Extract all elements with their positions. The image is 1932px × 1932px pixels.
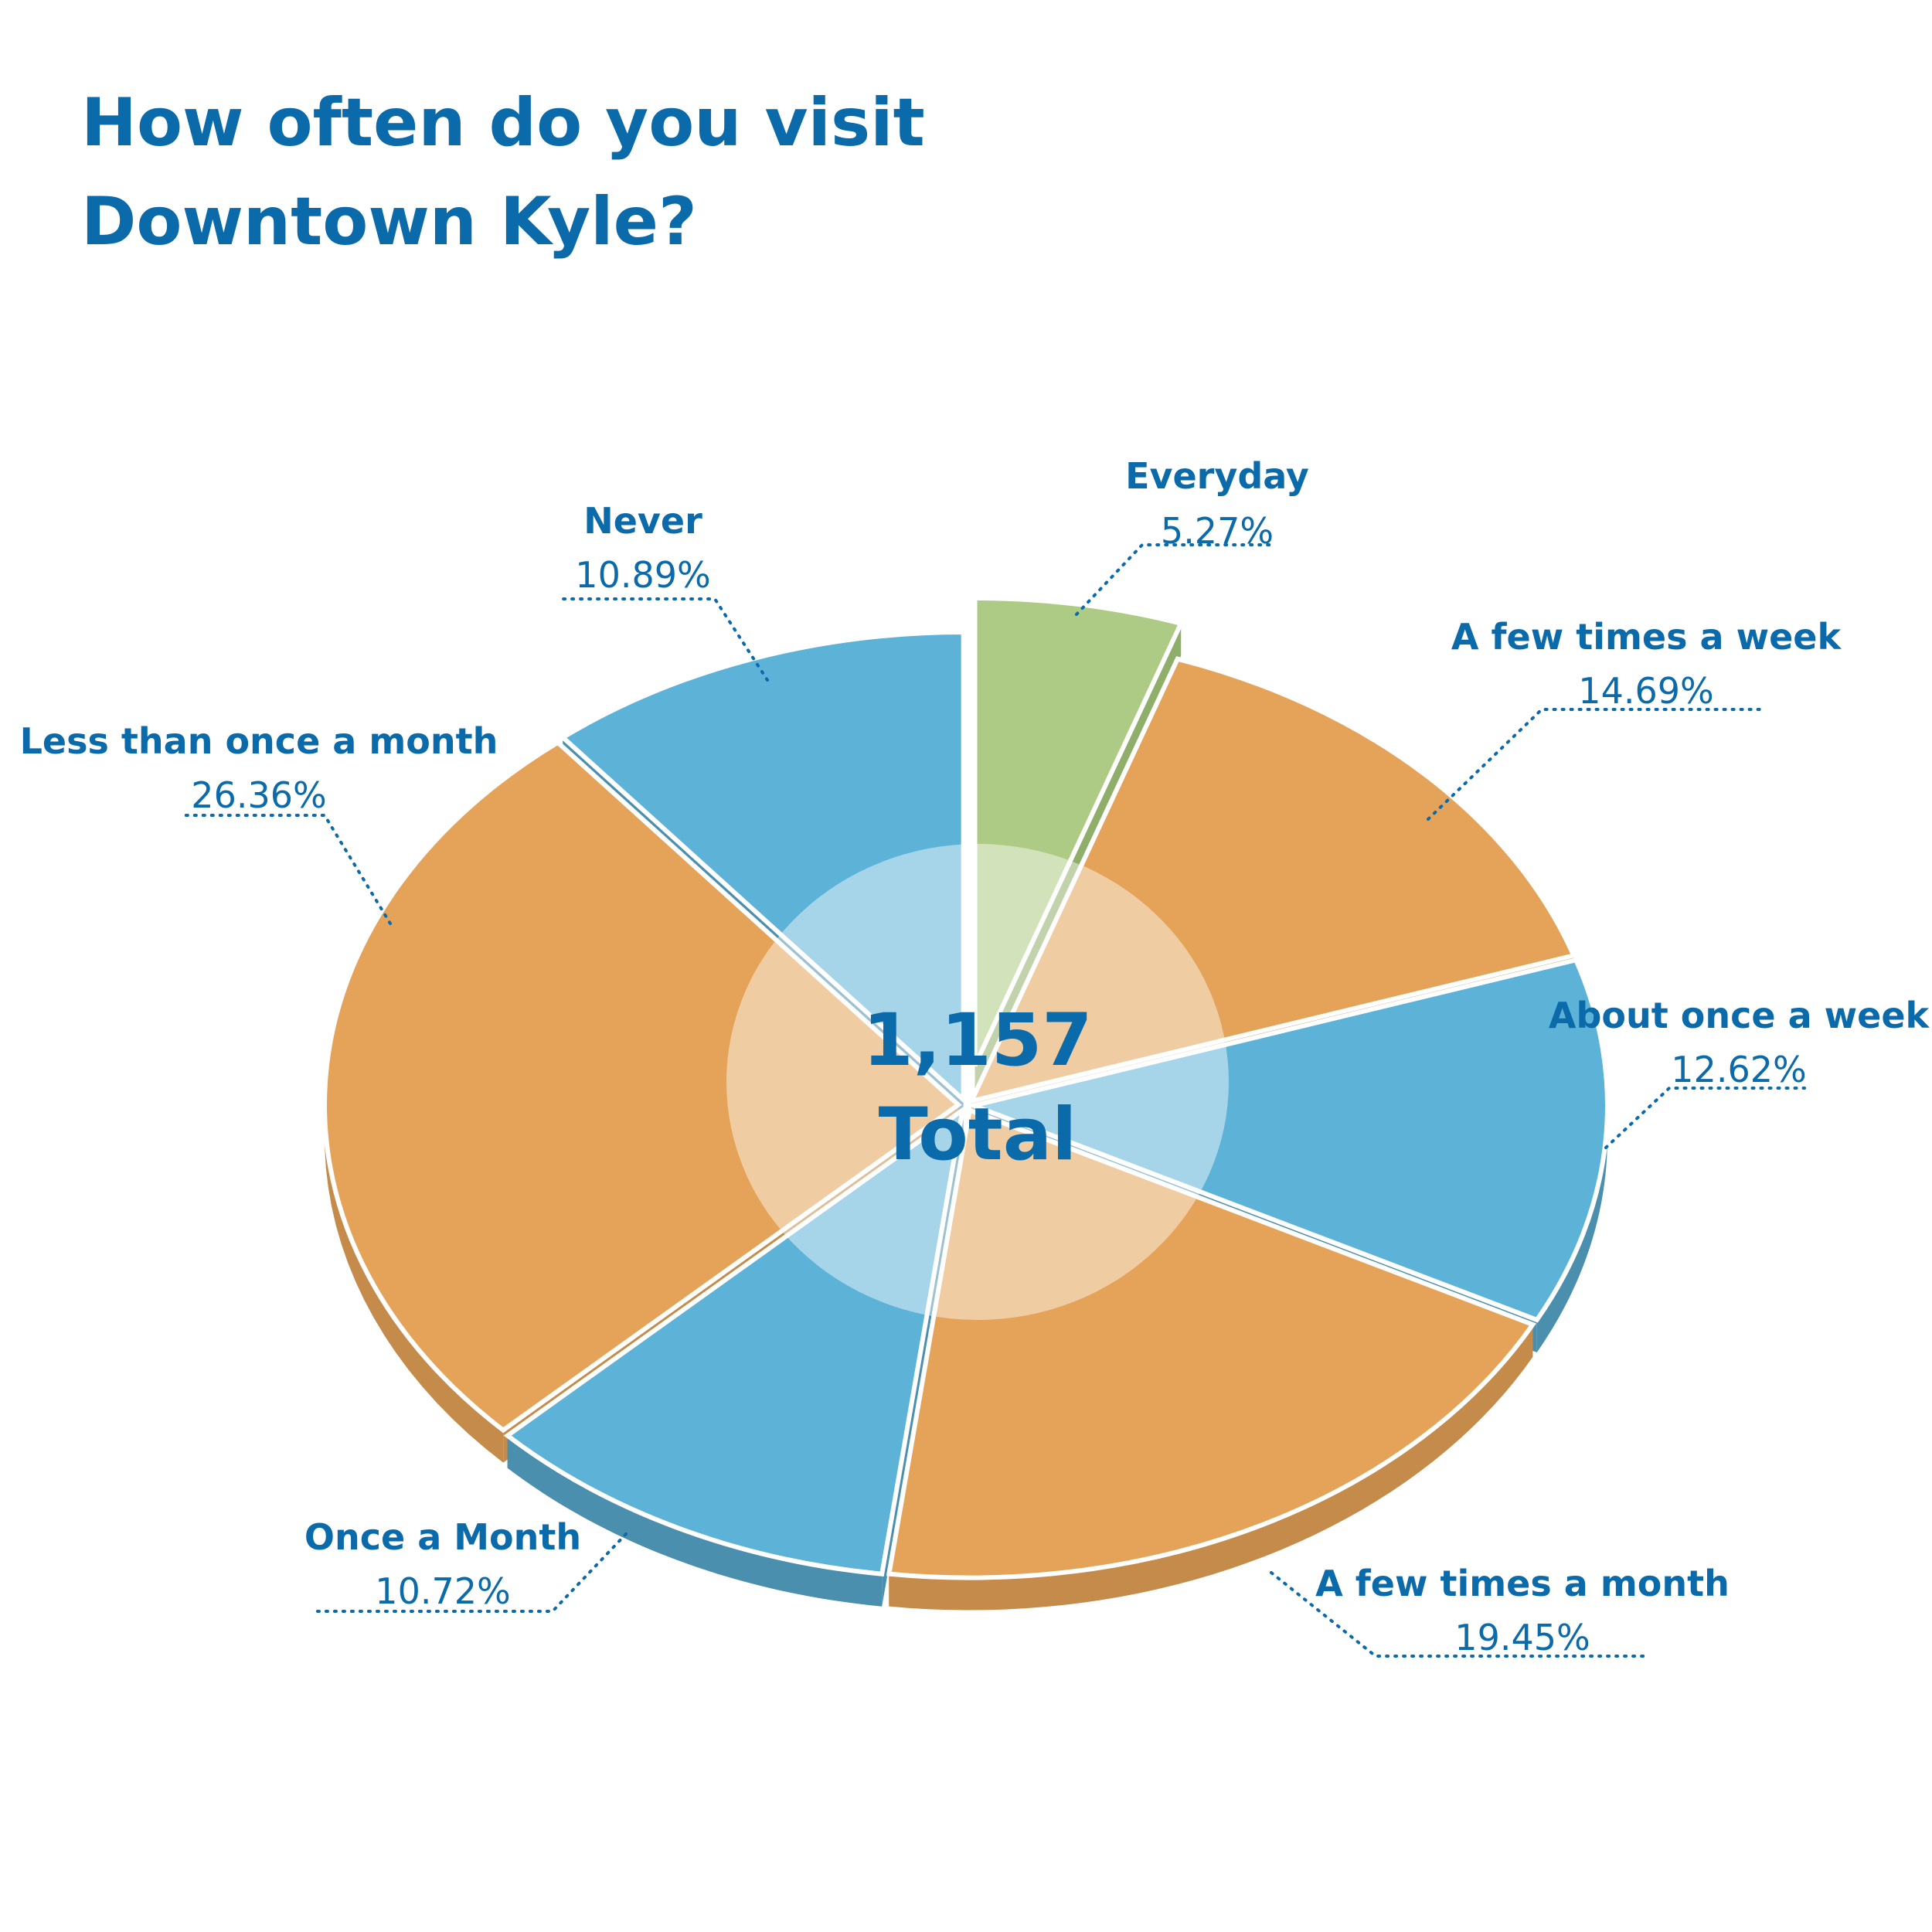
- leader-line-1: [1427, 708, 1767, 821]
- center-total-label: Total: [879, 1093, 1077, 1177]
- slice-side-3: [889, 1324, 1533, 1611]
- slice-label-3: A few times a month: [1315, 1563, 1730, 1604]
- slice-less-than-once-a-month: [322, 740, 962, 1434]
- slice-percent-1: 14.69%: [1578, 670, 1713, 712]
- slice-percent-2: 12.62%: [1671, 1049, 1806, 1090]
- slice-a-few-times-a-week: [967, 656, 1577, 1105]
- chart-title: How often do you visit Downtown Kyle?: [81, 73, 925, 271]
- slice-label-4: Once a Month: [304, 1516, 581, 1558]
- slice-never: [559, 630, 966, 1105]
- slice-label-6: Never: [583, 500, 702, 542]
- slice-label-0: Everyday: [1125, 455, 1309, 497]
- center-total-value: 1,157: [862, 998, 1092, 1083]
- slice-labels: Everyday 5.27% A few times a week 14.69% Abo…: [20, 455, 1930, 1658]
- slice-percent-3: 19.45%: [1454, 1617, 1590, 1658]
- leader-line-2: [1604, 1087, 1806, 1149]
- leader-line-4: [315, 1532, 628, 1613]
- slice-percent-6: 10.89%: [575, 554, 710, 596]
- pie-slices: [322, 595, 1610, 1580]
- slice-label-5: Less than once a month: [20, 720, 498, 762]
- slice-label-2: About once a week: [1549, 995, 1930, 1036]
- slice-once-a-month: [503, 1104, 966, 1577]
- leader-line-3: [1270, 1571, 1648, 1658]
- slice-percent-0: 5.27%: [1161, 510, 1274, 552]
- slice-about-once-a-week: [965, 957, 1610, 1323]
- chart-title-line-2: Downtown Kyle?: [81, 183, 697, 260]
- slice-everyday: [972, 595, 1185, 1067]
- leader-line-0: [1075, 543, 1277, 616]
- slice-percent-5: 26.36%: [191, 774, 326, 816]
- leader-line-5: [180, 814, 392, 925]
- slice-percent-4: 10.72%: [375, 1570, 510, 1612]
- center-disc: [726, 844, 1229, 1320]
- slice-a-few-times-a-month: [886, 1107, 1537, 1580]
- slice-side-4: [507, 1435, 883, 1607]
- chart-title-line-1: How often do you visit: [81, 84, 925, 162]
- slice-label-1: A few times a week: [1451, 616, 1842, 658]
